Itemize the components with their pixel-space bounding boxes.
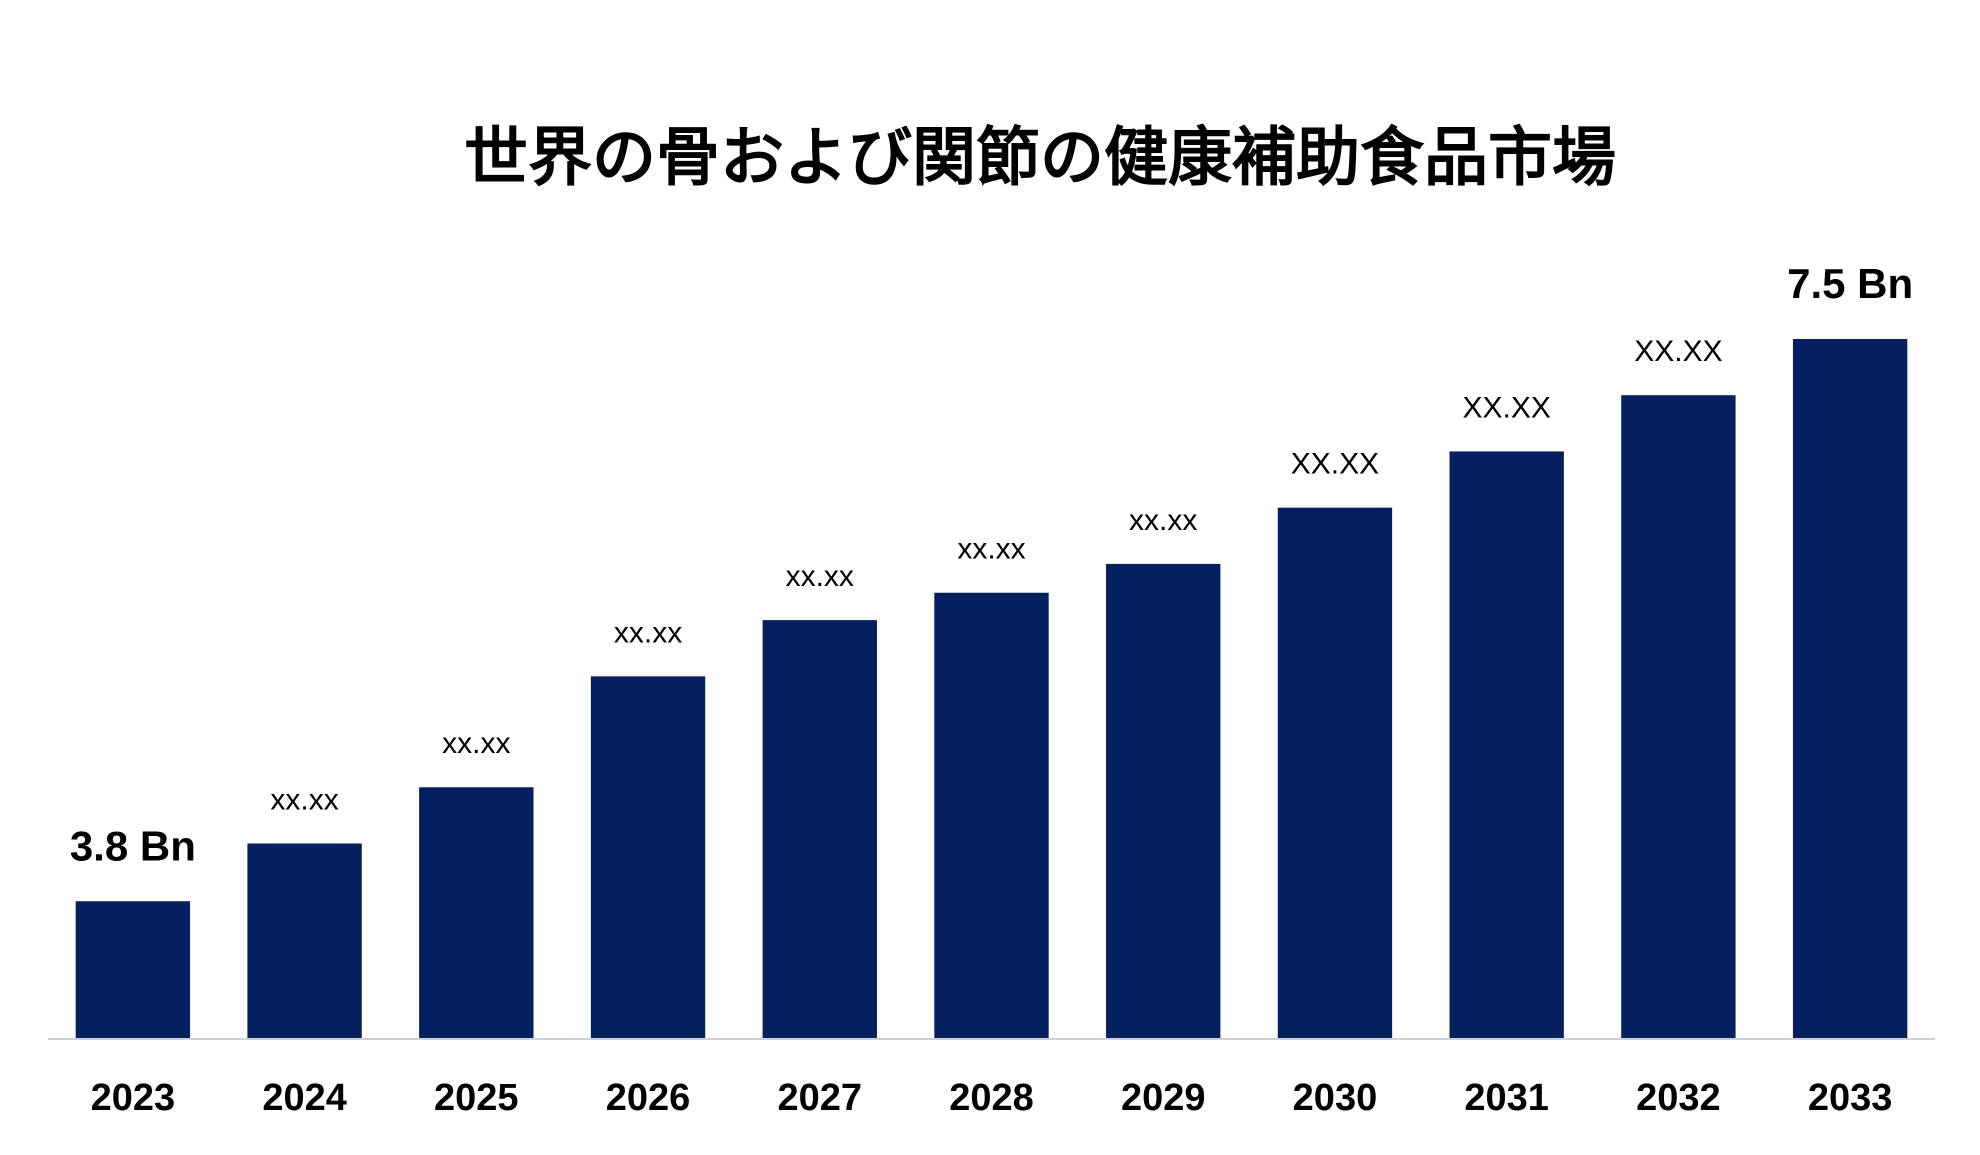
bar xyxy=(934,592,1049,1038)
value-label: 3.8 Bn xyxy=(70,822,196,869)
bar xyxy=(1277,507,1393,1038)
x-tick-label: 2027 xyxy=(777,1077,862,1119)
value-label: XX.XX xyxy=(1291,448,1379,481)
bar xyxy=(762,620,877,1038)
value-label: xx.xx xyxy=(786,560,854,593)
bar xyxy=(247,843,362,1038)
bar xyxy=(419,787,534,1038)
x-tick-label: 2024 xyxy=(262,1077,347,1119)
value-label: XX.XX xyxy=(1462,391,1550,424)
bar xyxy=(1621,395,1736,1038)
x-tick-label: 2026 xyxy=(606,1077,691,1119)
x-tick-label: 2033 xyxy=(1808,1077,1893,1119)
x-tick-label: 2028 xyxy=(949,1077,1034,1119)
x-tick-label: 2032 xyxy=(1636,1077,1721,1119)
bar xyxy=(1449,451,1564,1038)
value-label: xx.xx xyxy=(442,727,510,760)
value-label: xx.xx xyxy=(614,616,682,649)
bar xyxy=(590,676,706,1038)
x-tick-label: 2029 xyxy=(1121,1077,1206,1119)
bar xyxy=(1106,563,1221,1038)
bar xyxy=(1792,338,1908,1039)
chart-title: 世界の骨および関節の健康補助食品市場 xyxy=(464,122,1616,196)
value-label: xx.xx xyxy=(957,533,1025,566)
x-tick-label: 2023 xyxy=(91,1077,176,1119)
value-label: 7.5 Bn xyxy=(1787,260,1913,307)
x-tick-label: 2030 xyxy=(1293,1077,1378,1119)
value-label: XX.XX xyxy=(1634,335,1722,368)
bar xyxy=(75,901,191,1038)
value-label: xx.xx xyxy=(270,783,338,816)
x-tick-label: 2025 xyxy=(434,1077,519,1119)
x-tick-label: 2031 xyxy=(1464,1077,1549,1119)
value-label: xx.xx xyxy=(1129,504,1197,537)
